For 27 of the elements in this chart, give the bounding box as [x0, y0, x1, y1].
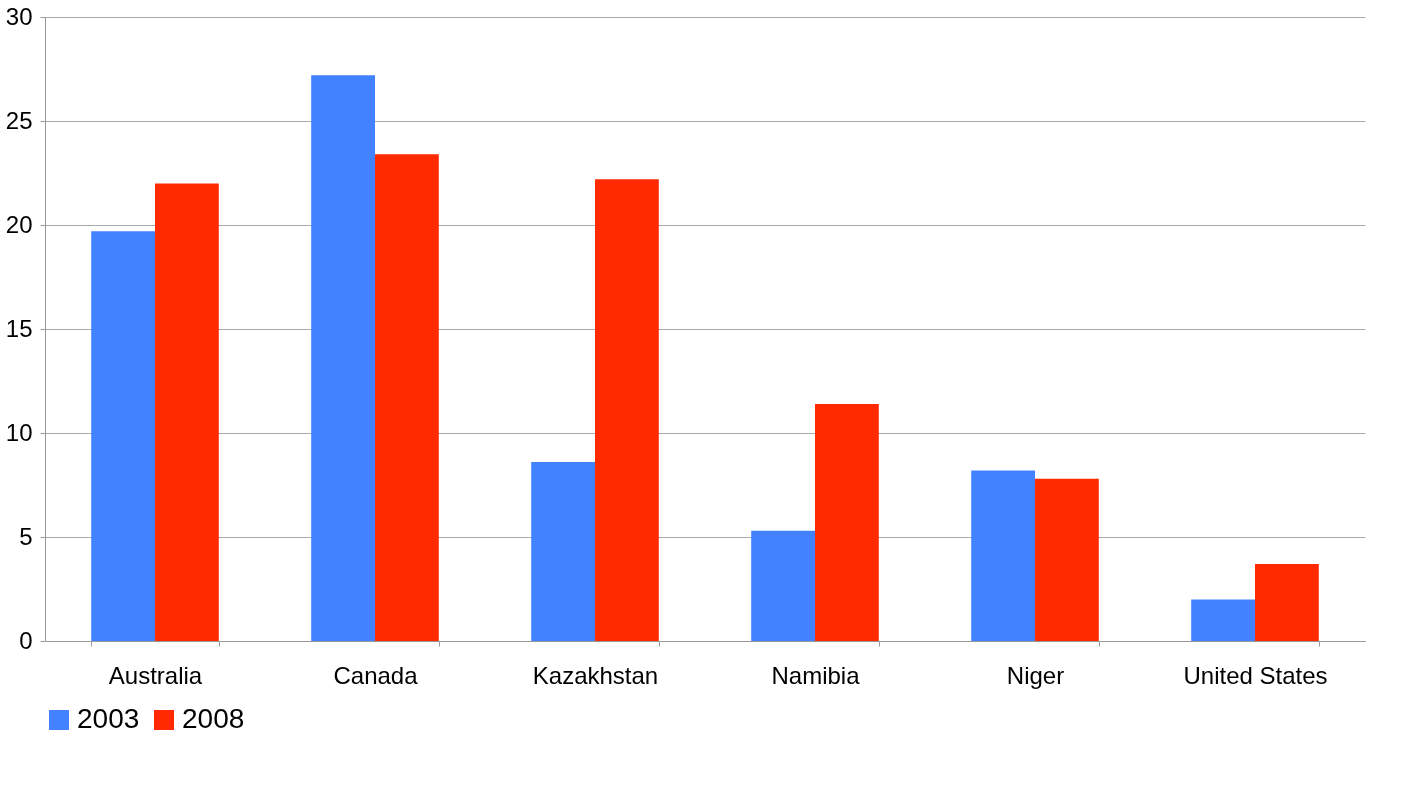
bar: [595, 179, 659, 641]
bar: [155, 183, 219, 641]
y-tick-label: 25: [5, 106, 33, 134]
x-tick-label: Niger: [1006, 661, 1065, 689]
y-tick-label: 10: [5, 418, 33, 446]
x-tick-label: Kazakhstan: [532, 661, 659, 689]
bar: [531, 462, 595, 641]
bar: [1191, 599, 1255, 641]
x-tick-label: United States: [1183, 661, 1328, 689]
x-tick-label: Australia: [108, 661, 203, 689]
legend-label: 2008: [182, 703, 245, 734]
y-tick-label: 5: [19, 522, 33, 550]
legend-label: 2003: [77, 703, 140, 734]
y-tick-label: 0: [19, 626, 33, 654]
bar: [375, 154, 439, 641]
y-tick-label: 30: [5, 2, 33, 30]
bar: [971, 470, 1035, 641]
bar: [815, 403, 879, 641]
bar: [1255, 564, 1319, 641]
bar: [91, 231, 155, 641]
bar: [1035, 478, 1099, 641]
bar: [311, 75, 375, 641]
y-tick-label: 20: [5, 210, 33, 238]
x-tick-label: Namibia: [771, 661, 861, 689]
x-tick-label: Canada: [333, 661, 419, 689]
bar: [751, 530, 815, 641]
y-tick-label: 15: [5, 314, 33, 342]
